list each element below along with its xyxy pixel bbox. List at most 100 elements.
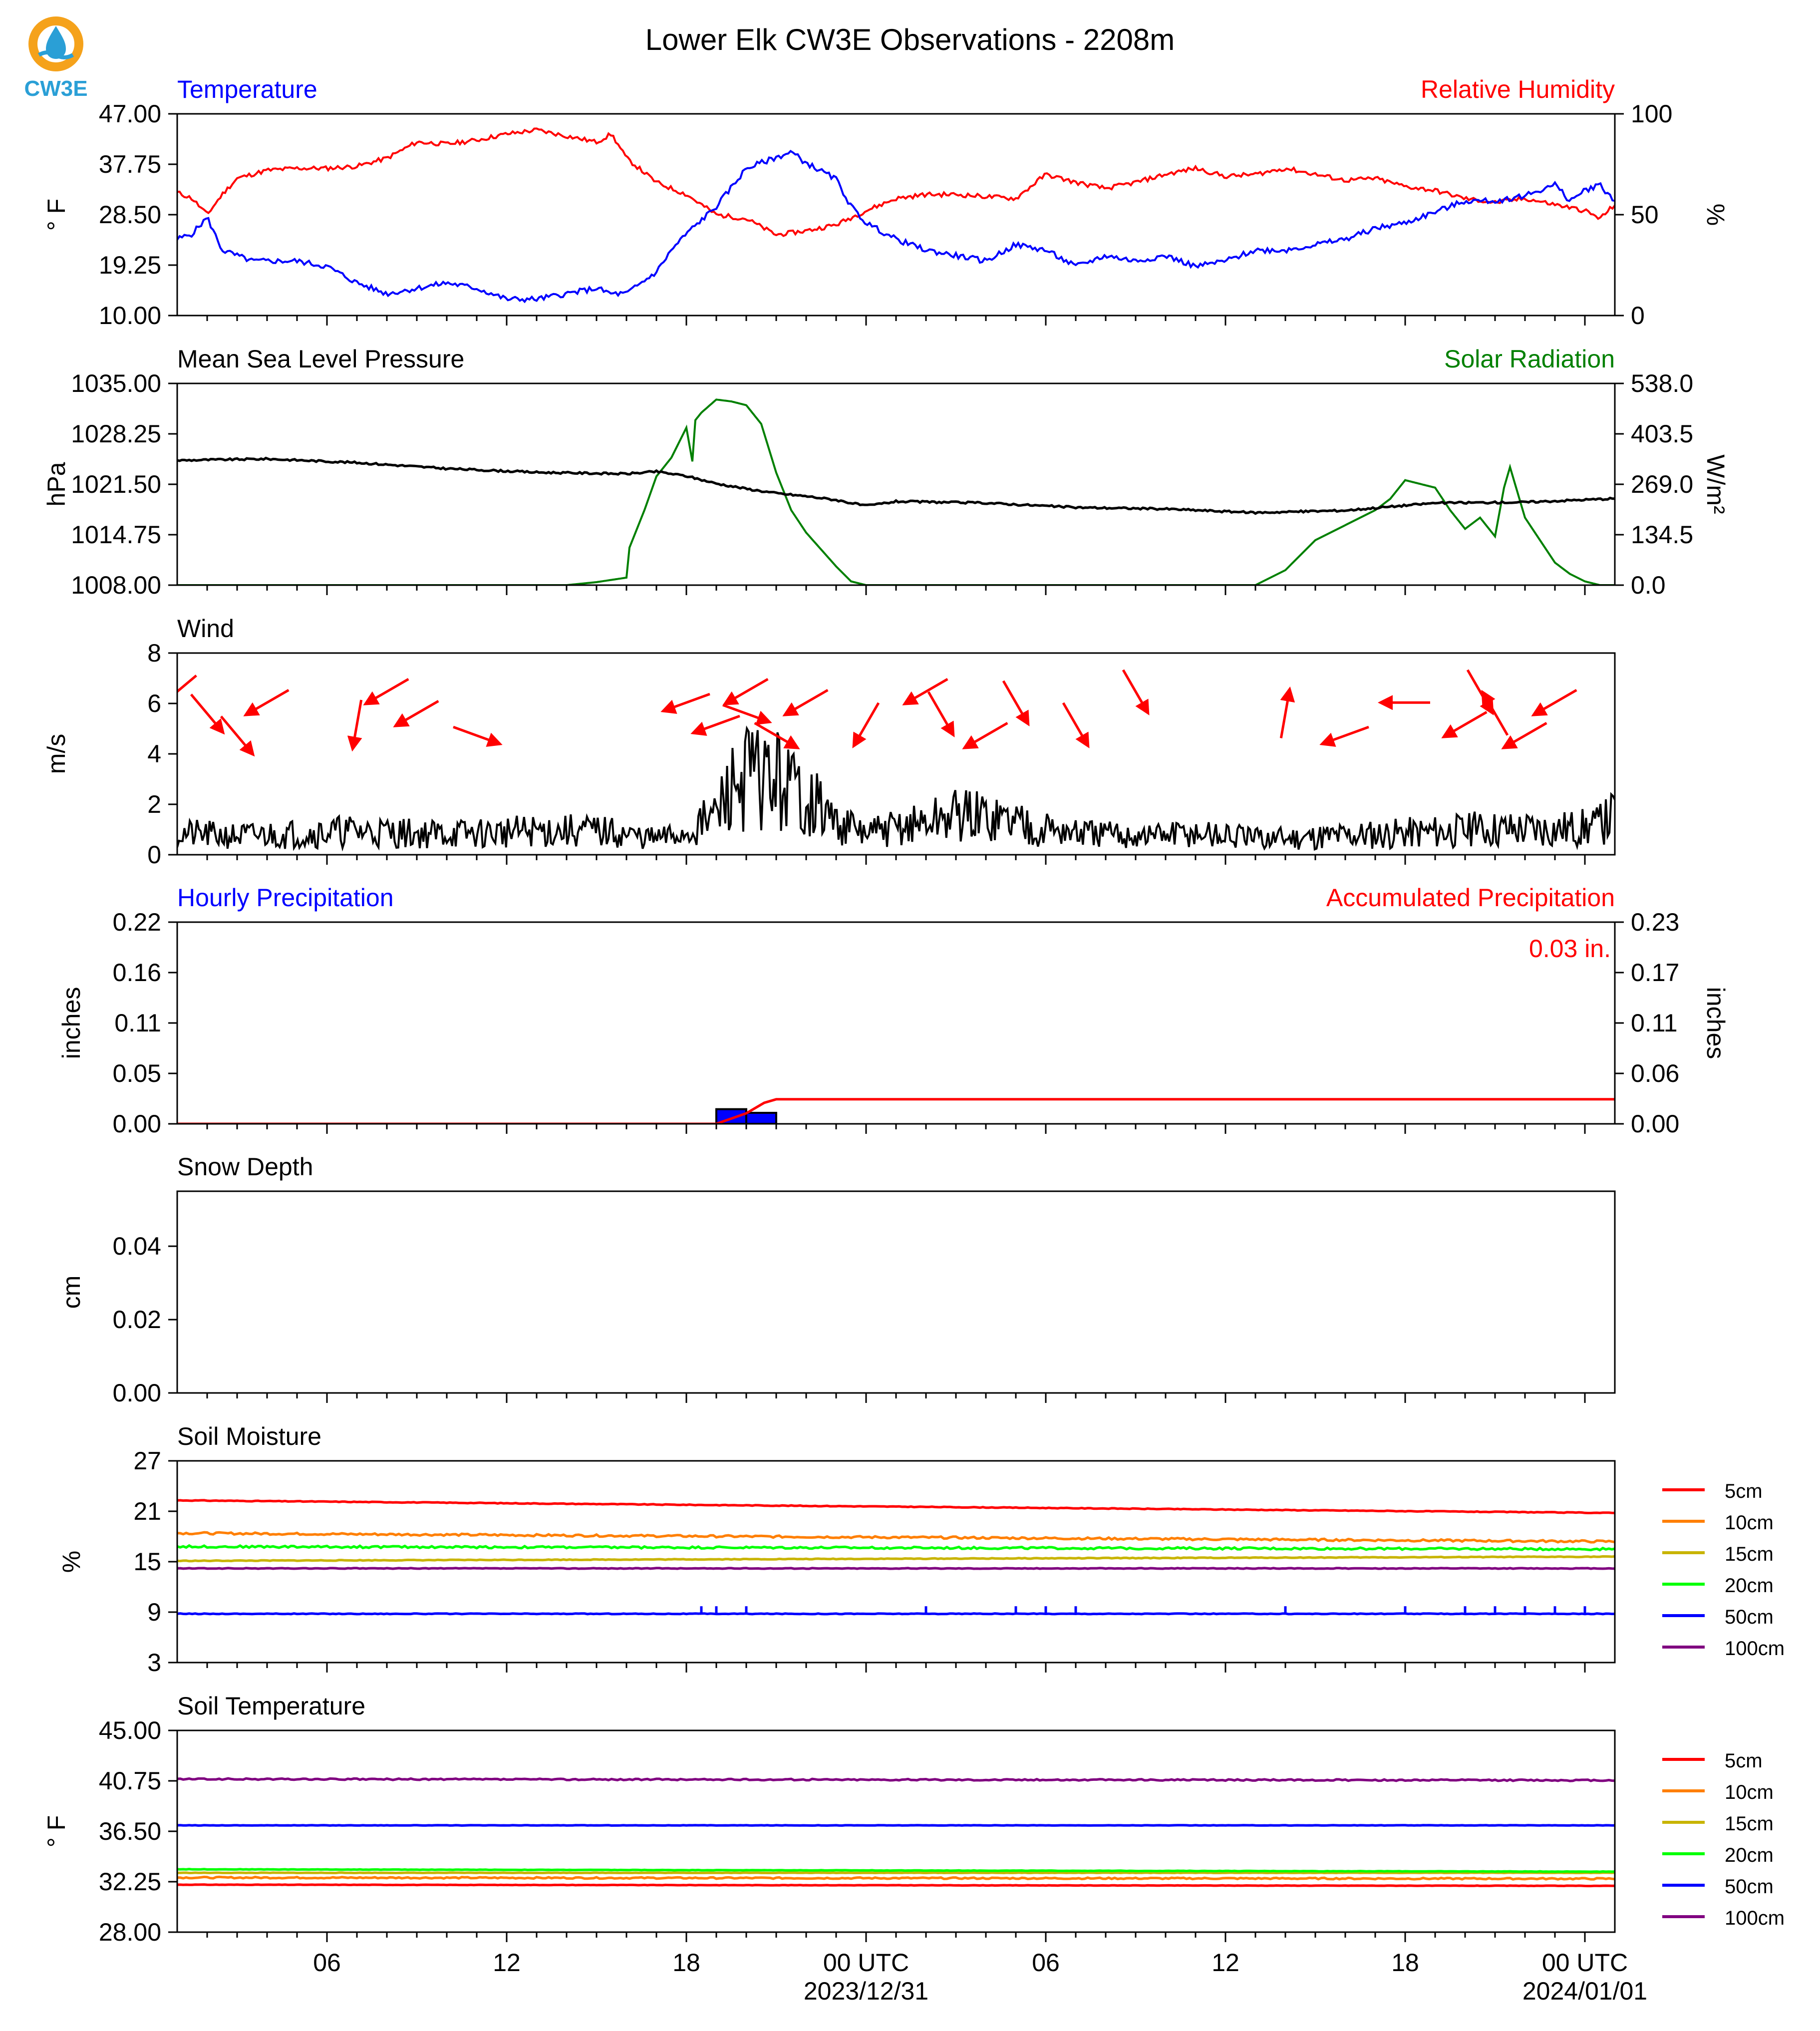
cw3e-logo: CW3E: [24, 16, 88, 101]
wind-direction-arrow: [1319, 725, 1369, 747]
y-tick-label-left: 10.00: [99, 302, 161, 330]
series-soil-50cm: [177, 1824, 1615, 1827]
y-tick-label-left: 40.75: [99, 1767, 161, 1795]
wind-direction-arrow: [1501, 722, 1547, 749]
y-axis-label-right: inches: [1702, 987, 1730, 1059]
panel-3: Wind 8 6 4 2 0 m/s: [42, 615, 1616, 869]
series-soil-15cm: [177, 1555, 1615, 1563]
panel-frame: [176, 113, 1616, 317]
y-tick-label-right: 0.11: [1631, 1009, 1678, 1037]
series-solar-radiation: [177, 398, 1615, 585]
legend-label: 50cm: [1725, 1606, 1774, 1628]
y-tick-label-right: 0.06: [1631, 1059, 1679, 1087]
panels: Temperature Relative Humidity47.0037.7528…: [42, 75, 1785, 2005]
panel-title-left: Soil Moisture: [177, 1422, 321, 1450]
plot-area: [177, 1499, 1615, 1616]
y-tick-label-right: 0.23: [1631, 908, 1679, 936]
y-tick-label-left: 0.00: [113, 1110, 161, 1138]
wind-direction-arrow: [852, 702, 880, 748]
precip-bar: [745, 1111, 777, 1124]
x-tick-label: 00 UTC: [823, 1949, 909, 1977]
series-soil-5cm: [177, 1883, 1615, 1888]
wind-direction-arrow: [1466, 669, 1494, 715]
legend-label: 100cm: [1725, 1907, 1785, 1929]
y-tick-label-left: 3: [147, 1649, 161, 1677]
panel-frame: [176, 652, 1616, 856]
y-tick-label-left: 47.00: [99, 100, 161, 128]
wind-direction-arrow: [453, 725, 503, 747]
x-tick-label: 18: [672, 1949, 700, 1977]
legend-label: 50cm: [1725, 1876, 1774, 1898]
plot-area: [177, 1777, 1615, 1888]
wind-direction-arrow: [927, 691, 955, 737]
legend-label: 15cm: [1725, 1543, 1774, 1565]
legend-label: 100cm: [1725, 1638, 1785, 1660]
series-temperature: [177, 150, 1615, 304]
wind-direction-arrow: [1279, 686, 1295, 738]
y-axis-label-left: inches: [57, 987, 85, 1059]
panel-title-right: Accumulated Precipitation: [1326, 884, 1615, 912]
series-soil-100cm: [177, 1567, 1615, 1570]
panel-title-right: Solar Radiation: [1444, 345, 1615, 373]
y-tick-label-right: 134.5: [1631, 521, 1693, 549]
y-tick-label-left: 19.25: [99, 251, 161, 279]
series-accumulated-precip: [177, 1098, 1615, 1124]
wind-direction-arrow: [190, 693, 225, 735]
y-tick-label-left: 0.00: [113, 1379, 161, 1407]
x-tick-label: 06: [313, 1949, 341, 1977]
panel-title-left: Hourly Precipitation: [177, 884, 394, 912]
wind-direction-arrow: [1441, 711, 1488, 738]
panel-4: Hourly Precipitation Accumulated Precipit…: [57, 884, 1730, 1138]
series-pressure: [177, 456, 1615, 515]
logo-ring-icon: [28, 16, 83, 71]
y-axis-label-left: %: [57, 1551, 85, 1573]
y-tick-label-right: 403.5: [1631, 420, 1693, 448]
series-soil-10cm: [177, 1875, 1615, 1881]
plot-area: [177, 669, 1615, 852]
y-tick-label-left: 36.50: [99, 1817, 161, 1845]
legend-label: 5cm: [1725, 1480, 1763, 1502]
y-tick-label-left: 1035.00: [71, 369, 161, 397]
y-axis-label-left: ° F: [42, 1815, 70, 1847]
y-tick-label-right: 269.0: [1631, 470, 1693, 498]
legend-label: 20cm: [1725, 1575, 1774, 1597]
wind-direction-arrow: [347, 699, 363, 752]
series-soil-100cm: [177, 1777, 1615, 1782]
y-tick-label-left: 1021.50: [71, 470, 161, 498]
x-date-label: 2023/12/31: [804, 1977, 928, 2005]
panel-7: Soil Temperature 45.00 40.75 36.50 32.25 28.0…: [42, 1692, 1785, 1946]
panel-frame: [176, 921, 1616, 1125]
y-tick-label-right: 0.17: [1631, 959, 1679, 987]
plot-area: [177, 127, 1615, 304]
panel-title-left: Temperature: [177, 75, 317, 103]
y-axis-label-left: hPa: [42, 462, 70, 506]
x-tick-label: 18: [1391, 1949, 1419, 1977]
y-tick-label-right: 0.00: [1631, 1110, 1679, 1138]
logo-text: CW3E: [24, 76, 87, 101]
panel-frame: [176, 382, 1616, 586]
y-tick-label-left: 28.50: [99, 201, 161, 229]
y-tick-label-left: 4: [147, 740, 161, 768]
panel-frame: [176, 1190, 1616, 1394]
wind-direction-arrow: [754, 722, 800, 749]
x-date-label: 2024/01/01: [1522, 1977, 1647, 2005]
y-tick-label-left: 28.00: [99, 1918, 161, 1946]
wind-direction-arrow: [902, 678, 948, 705]
wind-direction-arrow: [1062, 702, 1090, 748]
panel-title-right: Relative Humidity: [1421, 75, 1615, 103]
wind-direction-arrow: [363, 678, 409, 705]
panel-5: Snow Depth 0.04 0.02 0.00 cm: [57, 1153, 1616, 1407]
x-tick-label: 06: [1032, 1949, 1060, 1977]
panel-title-left: Wind: [177, 615, 234, 643]
y-tick-label-right: 0: [1631, 302, 1645, 330]
wind-direction-arrow: [1481, 689, 1509, 736]
wind-direction-arrow: [660, 692, 710, 714]
panel-frame: [176, 1460, 1616, 1664]
y-tick-label-left: 2: [147, 790, 161, 818]
x-tick-label: 12: [1212, 1949, 1239, 1977]
panel-title-left: Soil Temperature: [177, 1692, 365, 1720]
y-tick-label-left: 45.00: [99, 1716, 161, 1744]
panel-title-left: Mean Sea Level Pressure: [177, 345, 464, 373]
